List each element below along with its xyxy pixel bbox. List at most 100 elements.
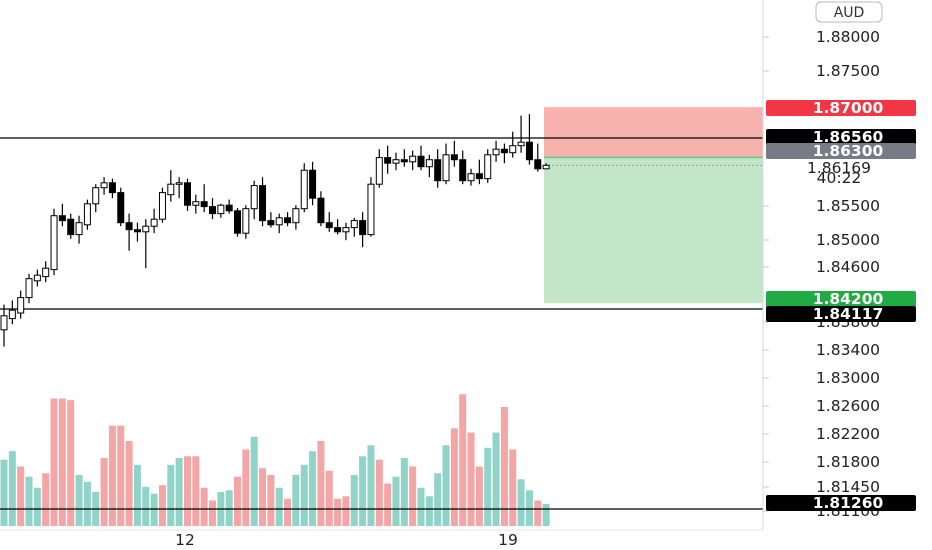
volume-bar [58, 398, 66, 526]
currency-badge-frame [815, 1, 883, 23]
candle [0, 304, 8, 347]
volume-bar [300, 464, 308, 526]
candle [75, 215, 83, 244]
candle [83, 199, 91, 230]
candle [125, 213, 133, 251]
price-tag-label: 1.86300 [813, 142, 884, 160]
candle [517, 115, 525, 153]
candle-body [500, 148, 508, 154]
volume-bar [33, 487, 41, 526]
candle-body [192, 201, 200, 206]
volume-bar [142, 486, 150, 526]
volume-bar [475, 466, 483, 526]
candle [367, 177, 375, 237]
volume-bar [225, 490, 233, 526]
candle-body [425, 159, 433, 168]
candle [325, 212, 333, 232]
candle [183, 178, 191, 211]
volume-bar [284, 498, 292, 526]
candle-body [142, 225, 150, 233]
candle [42, 261, 50, 283]
stop-loss-zone[interactable] [544, 107, 763, 157]
price-tag[interactable]: 1.84117 [766, 305, 916, 323]
candle [108, 178, 116, 199]
candle [158, 187, 166, 223]
candle-body [367, 183, 375, 236]
price-tick-label: 1.88000 [816, 28, 880, 46]
volume-bar [442, 445, 450, 526]
candle-body [250, 185, 258, 210]
candle [417, 145, 425, 171]
candle-body [175, 182, 183, 185]
current-price-readout: 1.86169 40:22 [807, 159, 871, 187]
volume-bar [384, 483, 392, 526]
candle-body [17, 297, 25, 314]
candle [250, 180, 258, 220]
volume-bar [75, 475, 83, 526]
candle-body [183, 182, 191, 206]
volume-bar [517, 479, 525, 526]
candle-body [309, 169, 317, 199]
volume-bar [334, 498, 342, 526]
current-price-label: 1.86169 [807, 159, 871, 177]
volume-bar [392, 476, 400, 526]
candle [117, 187, 125, 227]
price-tag[interactable]: 1.86560 [766, 128, 916, 146]
price-tag-label: 1.84117 [813, 305, 884, 323]
price-tick-label: 1.85500 [816, 197, 880, 215]
candle [242, 205, 250, 239]
candle [509, 131, 517, 158]
volume-bar [467, 432, 475, 526]
candle-body [350, 220, 358, 229]
time-axis[interactable]: 12 19 [175, 531, 518, 549]
price-tag[interactable]: 1.86300 [766, 142, 916, 160]
price-tag[interactable]: 1.84200 [766, 290, 916, 308]
candle [175, 177, 183, 199]
volume-bar [158, 485, 166, 526]
candle-body [359, 220, 367, 236]
price-tag-background [766, 143, 916, 159]
candle-body [58, 215, 66, 222]
candle [309, 161, 317, 206]
bar-countdown-label: 40:22 [817, 169, 862, 187]
volume-bar [525, 490, 533, 526]
candle-body [467, 173, 475, 182]
volume-bar [375, 459, 383, 526]
price-tick-label: 1.83000 [816, 369, 880, 387]
volume-bar [209, 500, 216, 526]
candle-body [200, 201, 208, 208]
candle [425, 154, 433, 178]
price-tag[interactable]: 1.81260 [766, 494, 916, 512]
volume-bar [150, 493, 158, 526]
volume-bar [133, 464, 141, 526]
candle [450, 140, 458, 167]
price-tag[interactable]: 1.87000 [766, 99, 916, 117]
volume-bar [309, 451, 317, 526]
candle-body [392, 159, 400, 164]
candle-body [459, 159, 467, 182]
candle [434, 149, 442, 188]
price-tag-background [766, 129, 916, 145]
price-tick-label: 1.82200 [816, 425, 880, 443]
candle-body [242, 208, 250, 234]
candle [392, 152, 400, 171]
take-profit-zone[interactable] [544, 156, 763, 304]
volume-bar [359, 456, 367, 526]
price-tick-label: 1.84600 [816, 258, 880, 276]
price-tag-background [766, 495, 916, 511]
candle-body [409, 155, 417, 163]
volume-bar [250, 436, 258, 526]
time-tick-label: 19 [498, 531, 518, 549]
volume-bar [183, 456, 191, 526]
candle [350, 217, 358, 237]
candle [475, 159, 483, 185]
candle-body [375, 157, 383, 185]
price-axis[interactable]: 1.880001.875001.855001.850001.846001.838… [763, 28, 880, 520]
candle-body [42, 267, 50, 278]
currency-badge[interactable]: AUD [815, 1, 883, 23]
candle-body [100, 182, 108, 189]
candle [359, 212, 367, 248]
candle [342, 222, 350, 241]
